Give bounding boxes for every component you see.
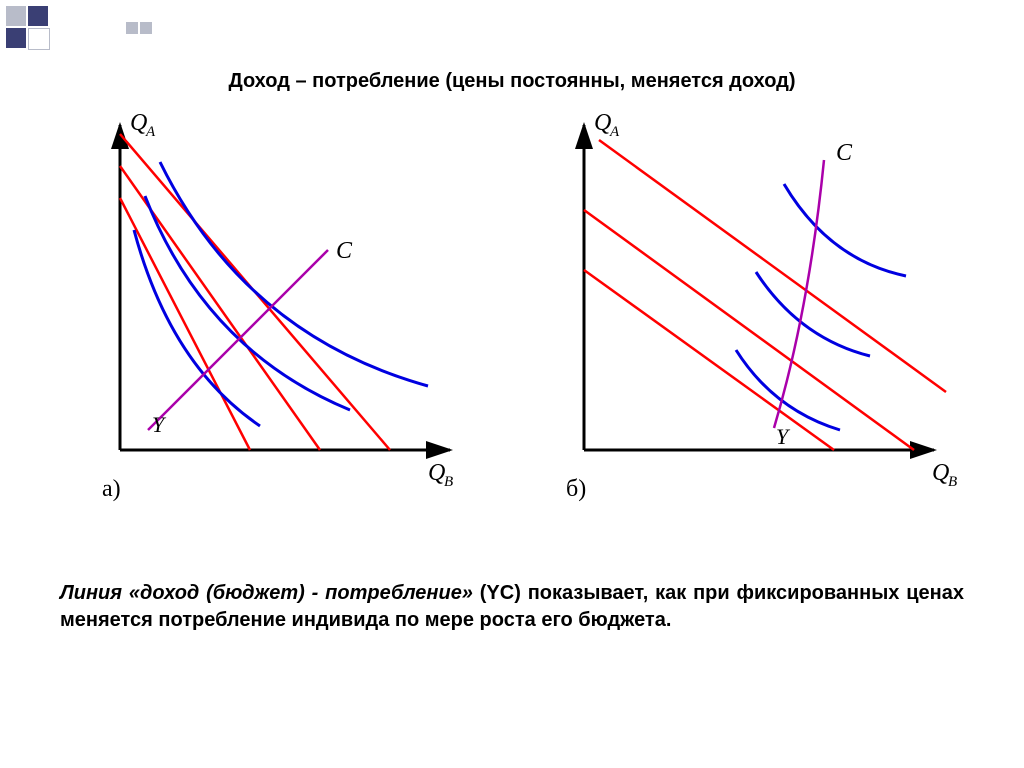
svg-text:C: C [836, 140, 853, 166]
svg-text:Q: Q [428, 460, 445, 486]
chart-panel-b: CYQAQBб) [534, 110, 964, 530]
deco-square [6, 6, 26, 26]
svg-text:Y: Y [152, 412, 167, 437]
chart-a-svg: CYQAQBа) [60, 110, 490, 510]
svg-text:а): а) [102, 476, 121, 502]
svg-text:B: B [444, 474, 453, 490]
svg-text:A: A [609, 124, 620, 140]
svg-text:C: C [336, 238, 353, 264]
deco-square [28, 28, 50, 50]
deco-square [126, 22, 138, 34]
deco-square [28, 6, 48, 26]
svg-text:Q: Q [932, 460, 949, 486]
svg-text:B: B [948, 474, 957, 490]
svg-text:A: A [145, 124, 156, 140]
svg-text:Y: Y [776, 424, 791, 449]
caption-emphasis: Линия «доход (бюджет) - потребление» [60, 582, 473, 604]
charts-row: CYQAQBа) CYQAQBб) [60, 110, 964, 530]
chart-b-svg: CYQAQBб) [534, 110, 964, 510]
deco-square [140, 22, 152, 34]
svg-text:Q: Q [130, 110, 147, 136]
caption-text: Линия «доход (бюджет) - потребление» (YC… [60, 580, 964, 634]
deco-square [6, 28, 26, 48]
svg-text:б): б) [566, 476, 586, 502]
slide-title: Доход – потребление (цены постоянны, мен… [0, 70, 1024, 93]
chart-panel-a: CYQAQBа) [60, 110, 490, 530]
svg-text:Q: Q [594, 110, 611, 136]
